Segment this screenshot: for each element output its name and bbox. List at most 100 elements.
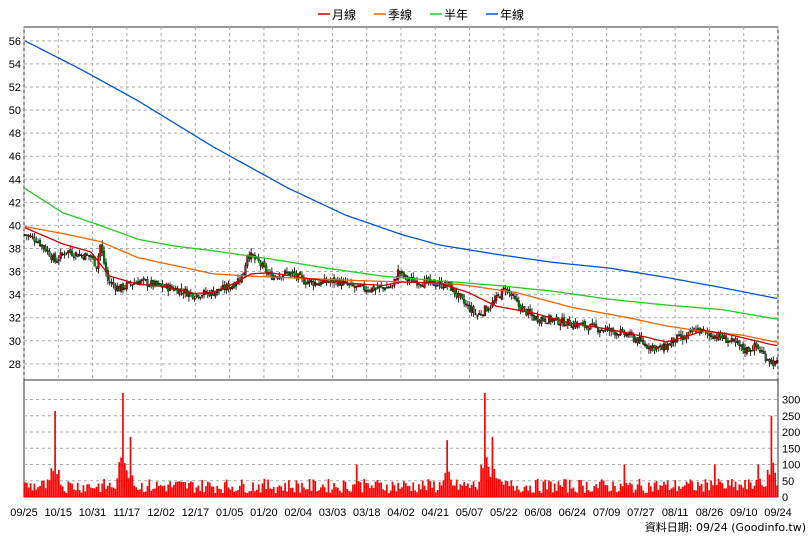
candle-body [50, 256, 53, 260]
candle-body [54, 253, 57, 262]
volume-bar [529, 485, 531, 497]
candle-body [284, 270, 287, 274]
volume-bar [629, 482, 631, 497]
volume-bar [615, 492, 618, 497]
volume-bar [595, 484, 597, 497]
volume-bar [425, 490, 428, 497]
candle-body [259, 261, 262, 266]
candle-body [730, 337, 733, 342]
volume-bar [553, 483, 556, 497]
volume-bar [685, 481, 688, 497]
candle-body [542, 316, 545, 321]
volume-bar [604, 485, 607, 497]
volume-bar [338, 490, 341, 497]
candle-body [742, 343, 745, 351]
candle-body [463, 298, 466, 304]
volume-bar [461, 485, 464, 497]
price-tick-label: 40 [9, 220, 21, 232]
candle-body [61, 253, 64, 256]
volume-bar [465, 485, 467, 497]
volume-bar [282, 490, 285, 497]
candle-body [557, 317, 560, 325]
volume-bar [156, 481, 158, 497]
candle-body [738, 340, 741, 346]
volume-bar [576, 492, 579, 497]
volume-bar [97, 483, 100, 497]
candle-body [157, 282, 160, 285]
candle-body [529, 309, 532, 314]
volume-bar [37, 487, 39, 497]
volume-bar [649, 486, 652, 497]
volume-bar [664, 484, 667, 497]
candle-body [512, 294, 515, 296]
x-tick-label: 09/25 [10, 507, 38, 519]
volume-bar [597, 488, 599, 497]
volume-bar [485, 457, 488, 497]
volume-bar [695, 490, 697, 497]
candle-body [461, 294, 464, 299]
candle-body [78, 254, 81, 256]
volume-bar [397, 482, 400, 497]
volume-bar [389, 490, 392, 497]
volume-bar [727, 479, 729, 497]
volume-bar [140, 482, 143, 497]
x-tick-label: 11/17 [113, 507, 140, 519]
volume-bar [621, 486, 624, 497]
volume-bar [764, 486, 767, 497]
volume-bar [436, 490, 439, 497]
volume-bar [681, 486, 684, 497]
candle-body [91, 256, 94, 259]
candle-body [385, 286, 388, 289]
volume-bar [173, 484, 175, 497]
volume-bar [312, 479, 315, 497]
candle-body [95, 266, 98, 269]
volume-bar [340, 492, 343, 497]
candle-body [593, 323, 596, 326]
volume-bar [274, 493, 277, 497]
volume-bar [63, 491, 66, 497]
candle-body [544, 318, 547, 323]
candle-body [261, 263, 264, 268]
volume-bar [233, 491, 236, 497]
candle-body [293, 271, 296, 276]
candle-body [436, 284, 439, 287]
volume-bar [167, 484, 170, 497]
candle-body [613, 331, 616, 336]
chart-legend: 月線 季線 半年 年線 [318, 7, 524, 22]
candle-body [670, 341, 673, 347]
volume-bar [757, 464, 760, 497]
volume-bar [693, 490, 695, 497]
volume-bar [517, 489, 520, 497]
legend-label: 半年 [444, 8, 468, 22]
volume-bar [335, 487, 337, 497]
x-tick-label: 07/09 [593, 507, 621, 519]
candle-body [736, 341, 739, 343]
volume-bar [344, 481, 347, 497]
volume-bar [770, 415, 773, 497]
candle-body [23, 234, 26, 236]
half-year-ma-line [24, 187, 778, 320]
candle-body [140, 279, 143, 282]
x-tick-label: 08/11 [662, 507, 689, 519]
volume-bar [135, 487, 138, 497]
volume-bar [231, 486, 234, 497]
volume-bar [325, 492, 328, 497]
x-tick-label: 10/15 [45, 507, 73, 519]
volume-bar [161, 486, 164, 497]
volume-bar [589, 491, 592, 497]
candle-body [121, 283, 125, 291]
price-tick-label: 34 [9, 290, 21, 302]
candle-body [772, 360, 775, 367]
candle-body [123, 287, 126, 290]
candle-body [602, 330, 605, 332]
x-tick-label: 12/17 [182, 507, 210, 519]
candle-body [400, 271, 403, 273]
candle-body [523, 306, 526, 309]
volume-bar [91, 488, 94, 497]
volume-bar [31, 490, 34, 497]
volume-bar [730, 479, 733, 497]
volume-bar [129, 436, 132, 497]
volume-bar [636, 484, 639, 497]
volume-bar [717, 478, 720, 497]
volume-bar [165, 491, 168, 497]
